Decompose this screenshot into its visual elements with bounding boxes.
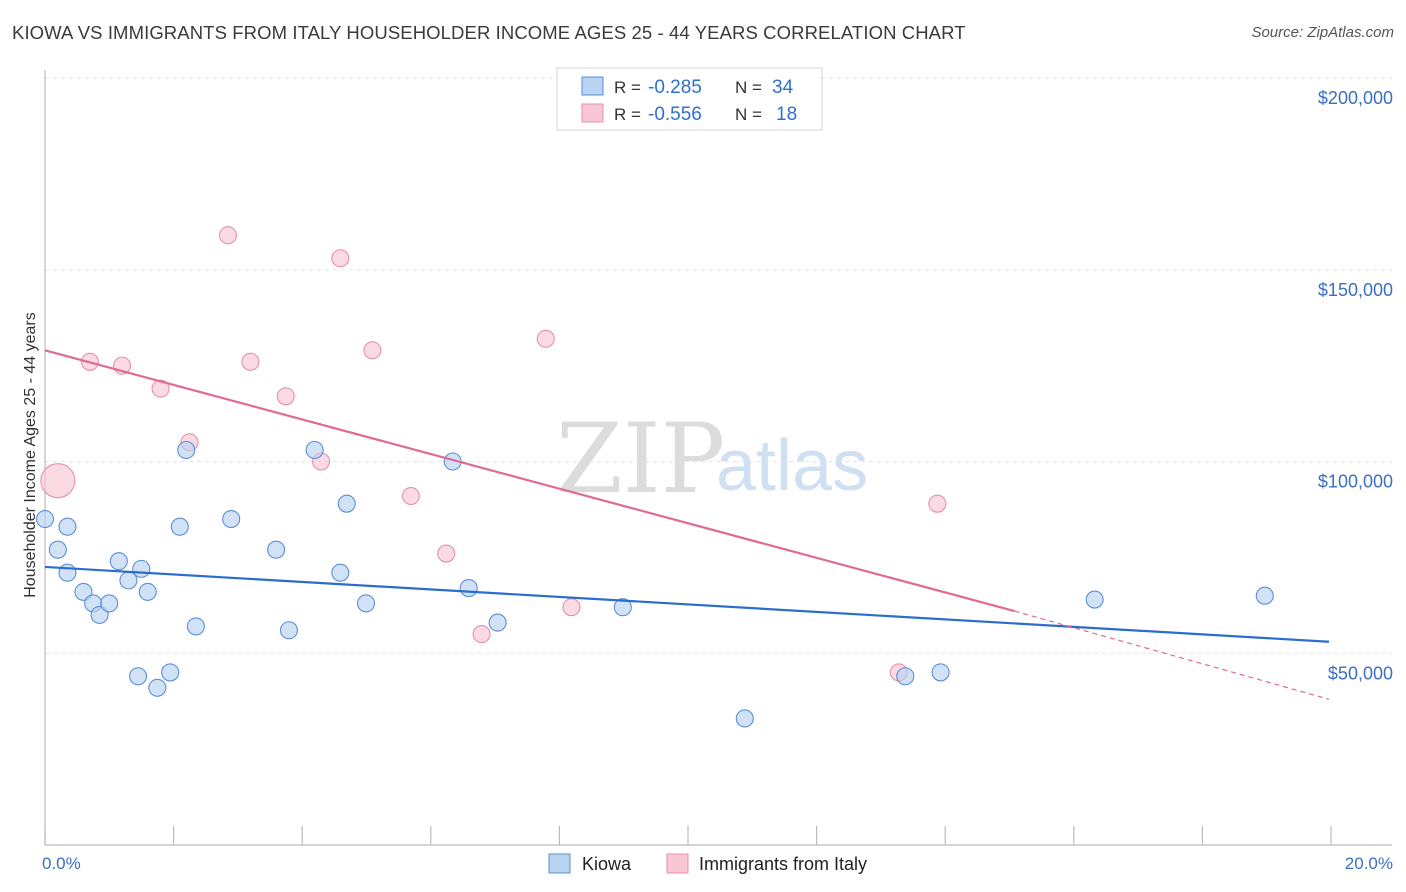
trend-line-italy xyxy=(44,349,1015,613)
data-point xyxy=(401,486,420,506)
data-point xyxy=(437,544,456,563)
x-tick-label-min: 0.0% xyxy=(42,854,81,873)
trend-line-extension-italy xyxy=(1014,610,1330,700)
stats-n-label-kiowa: N = xyxy=(735,78,762,97)
stats-r-value-italy: -0.556 xyxy=(648,104,702,125)
data-point xyxy=(241,352,260,371)
stats-legend: R = -0.285 N = 34 R = -0.556 N = 18 xyxy=(556,67,823,131)
data-point xyxy=(337,494,356,513)
x-axis-ticks xyxy=(44,826,1332,845)
stats-r-label-italy: R = xyxy=(614,105,641,124)
data-point xyxy=(48,540,67,559)
stats-swatch-kiowa xyxy=(581,76,604,96)
trend-line-kiowa xyxy=(44,565,1330,643)
y-tick-label: $50,000 xyxy=(1328,663,1393,683)
data-point xyxy=(931,663,950,682)
y-tick-label: $200,000 xyxy=(1318,88,1393,108)
data-point xyxy=(138,582,157,601)
data-point xyxy=(58,563,77,582)
data-point xyxy=(279,621,299,640)
series-layer xyxy=(35,226,1330,728)
data-point xyxy=(58,517,77,536)
data-point xyxy=(100,594,119,613)
data-point xyxy=(129,667,148,686)
y-tick-label: $150,000 xyxy=(1318,280,1393,300)
watermark-atlas: atlas xyxy=(716,426,868,506)
data-point xyxy=(148,678,167,697)
data-point xyxy=(267,540,286,559)
data-point xyxy=(1085,590,1104,609)
data-point xyxy=(488,613,507,632)
data-point xyxy=(177,440,196,460)
data-point xyxy=(331,249,350,268)
data-point xyxy=(928,494,947,513)
legend-swatch-italy xyxy=(666,853,689,874)
stats-n-value-kiowa: 34 xyxy=(772,77,794,98)
data-point xyxy=(1255,586,1274,605)
data-point xyxy=(218,226,238,245)
legend-swatch-kiowa xyxy=(548,853,571,874)
legend-label-kiowa: Kiowa xyxy=(582,854,632,874)
stats-n-label-italy: N = xyxy=(735,105,762,124)
data-point xyxy=(161,663,180,682)
data-point xyxy=(356,594,376,613)
data-point xyxy=(132,559,151,578)
data-point xyxy=(896,667,915,686)
data-point xyxy=(186,617,205,636)
chart-title: KIOWA VS IMMIGRANTS FROM ITALY HOUSEHOLD… xyxy=(12,22,966,43)
y-axis-title: Householder Income Ages 25 - 44 years xyxy=(22,312,39,598)
data-point xyxy=(735,709,754,728)
stats-r-value-kiowa: -0.285 xyxy=(648,77,702,98)
data-point xyxy=(170,517,189,536)
stats-swatch-italy xyxy=(581,103,604,123)
data-point xyxy=(305,440,324,460)
x-tick-label-max: 20.0% xyxy=(1345,854,1393,873)
y-tick-label: $100,000 xyxy=(1318,472,1393,492)
data-point xyxy=(536,329,555,348)
data-point xyxy=(459,579,478,598)
stats-r-label-kiowa: R = xyxy=(614,78,641,97)
data-point xyxy=(613,598,632,617)
data-point xyxy=(331,563,350,582)
data-point xyxy=(109,552,128,571)
data-point xyxy=(222,509,241,529)
data-point xyxy=(276,387,295,406)
watermark-zip: ZIP xyxy=(556,403,725,515)
data-point xyxy=(363,341,382,360)
data-point xyxy=(35,509,55,529)
stats-n-value-italy: 18 xyxy=(776,104,797,125)
data-point xyxy=(40,463,76,499)
y-axis-labels: $200,000 $150,000 $100,000 $50,000 xyxy=(1318,88,1393,683)
data-point xyxy=(472,625,491,644)
series-kiowa xyxy=(35,440,1274,728)
data-point xyxy=(151,379,170,398)
legend-label-italy: Immigrants from Italy xyxy=(699,854,867,874)
source-label: Source: ZipAtlas.com xyxy=(1251,24,1394,41)
series-legend: Kiowa Immigrants from Italy xyxy=(548,853,867,874)
data-point xyxy=(562,598,581,617)
